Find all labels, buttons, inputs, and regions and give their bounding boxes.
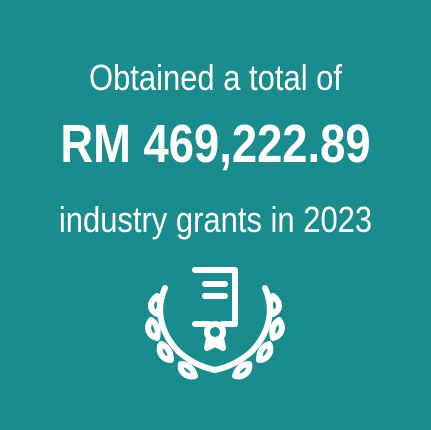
caption-text: industry grants in 2023	[58, 199, 373, 240]
intro-text: Obtained a total of	[88, 57, 343, 98]
certificate-laurel-icon	[145, 267, 285, 380]
grant-amount: RM 469,222.89	[60, 114, 371, 174]
